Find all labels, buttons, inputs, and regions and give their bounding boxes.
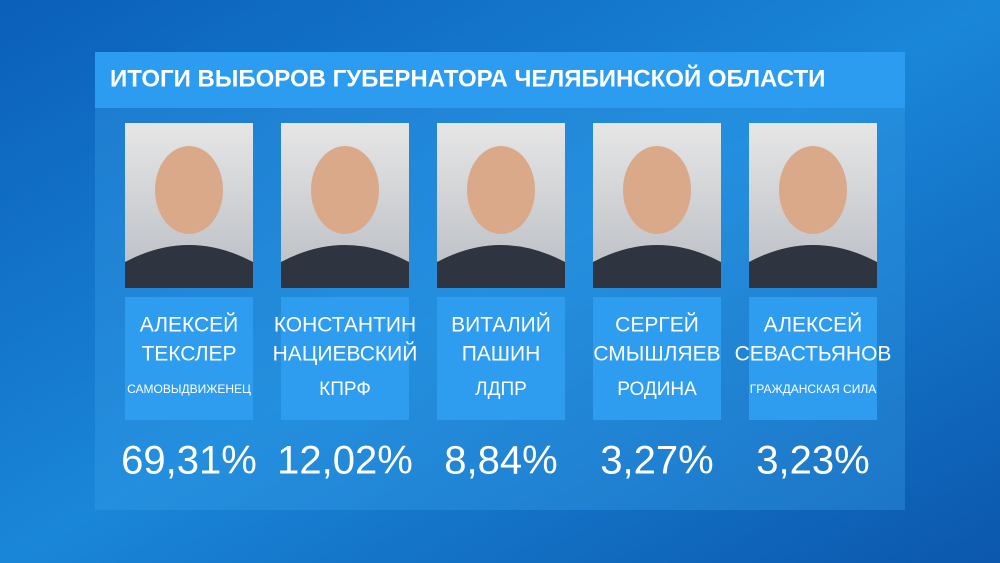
name-box (281, 297, 409, 420)
last-name: СЕВАСТЬЯНОВ (735, 343, 892, 366)
party: КПРФ (319, 379, 371, 400)
first-name: АЛЕКСЕЙ (140, 313, 239, 337)
photo-head (623, 146, 691, 234)
party: РОДИНА (617, 379, 697, 400)
result: 3,27% (600, 439, 713, 483)
first-name: КОНСТАНТИН (274, 314, 416, 337)
name-box (749, 297, 877, 420)
last-name: ТЕКСЛЕР (141, 343, 236, 366)
photo-shoulders (749, 245, 877, 288)
photo-shoulders (593, 245, 721, 288)
photo-head (467, 146, 535, 234)
result: 69,31% (121, 439, 257, 483)
name-box (593, 297, 721, 420)
title: ИТОГИ ВЫБОРОВ ГУБЕРНАТОРА ЧЕЛЯБИНСКОЙ ОБ… (110, 64, 825, 92)
title-bar (95, 52, 905, 108)
name-box (437, 297, 565, 420)
photo-shoulders (281, 245, 409, 288)
last-name: СМЫШЛЯЕВ (593, 343, 720, 366)
photo-head (311, 146, 379, 234)
candidates: АЛЕКСЕЙ ТЕКСЛЕР САМОВЫДВИЖЕНЕЦ 69,31% КОНСТА… (121, 123, 891, 483)
party: САМОВЫДВИЖЕНЕЦ (127, 382, 251, 396)
result: 8,84% (444, 439, 557, 483)
last-name: ПАШИН (462, 343, 541, 366)
first-name: АЛЕКСЕЙ (764, 313, 863, 337)
photo-head (779, 146, 847, 234)
photo-shoulders (125, 245, 253, 288)
last-name: НАЦИЕВСКИЙ (273, 342, 418, 366)
photo-shoulders (437, 245, 565, 288)
first-name: СЕРГЕЙ (615, 313, 699, 337)
photo-head (155, 146, 223, 234)
name-box (125, 297, 253, 420)
party: ЛДПР (475, 379, 527, 400)
first-name: ВИТАЛИЙ (451, 313, 551, 337)
result: 12,02% (277, 439, 413, 483)
result: 3,23% (756, 439, 869, 483)
party: ГРАЖДАНСКАЯ СИЛА (750, 382, 876, 396)
